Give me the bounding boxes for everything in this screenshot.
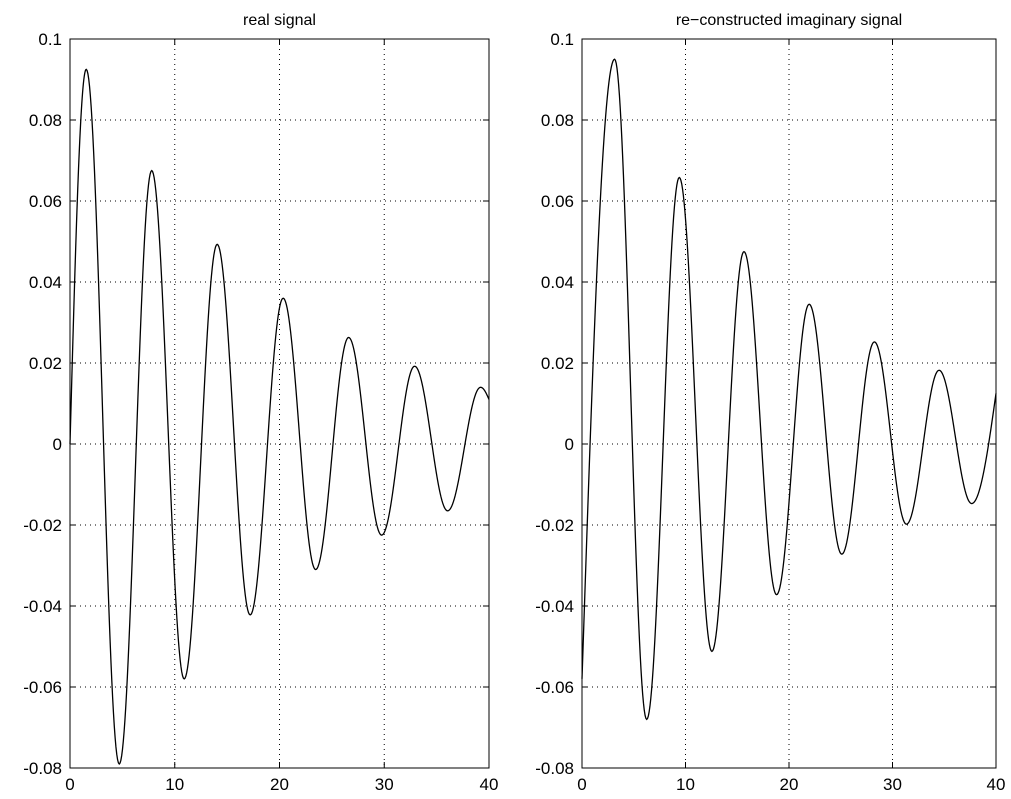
- y-tick-label: 0.06: [541, 192, 574, 211]
- chart-title: real signal: [243, 12, 316, 29]
- y-tick-label: 0.1: [38, 30, 62, 49]
- x-tick-label: 10: [676, 775, 695, 794]
- plot-area: [582, 39, 996, 768]
- y-tick-label: 0: [565, 435, 574, 454]
- y-tick-label: 0.04: [29, 273, 62, 292]
- y-tick-label: -0.02: [23, 516, 62, 535]
- series-line: [69, 68, 490, 765]
- y-tick-label: -0.04: [23, 597, 62, 616]
- x-tick-label: 10: [165, 775, 184, 794]
- y-tick-label: 0.1: [550, 30, 574, 49]
- x-tick-label: 40: [480, 775, 499, 794]
- y-tick-label: -0.04: [535, 597, 574, 616]
- x-tick-label: 20: [270, 775, 289, 794]
- y-tick-label: -0.02: [535, 516, 574, 535]
- y-tick-label: 0.02: [29, 354, 62, 373]
- x-tick-label: 0: [577, 775, 586, 794]
- plot-area: [70, 39, 489, 768]
- x-tick-label: 30: [883, 775, 902, 794]
- y-tick-label: 0.06: [29, 192, 62, 211]
- y-tick-label: 0.08: [29, 111, 62, 130]
- y-tick-label: -0.08: [23, 759, 62, 778]
- x-tick-label: 30: [375, 775, 394, 794]
- y-tick-label: 0: [53, 435, 62, 454]
- chart-real-signal: 0 10 20 30 40 -0.08 -0.06 -0.04 -0.02 0 0.02 0.04 0.…: [23, 12, 498, 794]
- x-tick-label: 0: [65, 775, 74, 794]
- y-tick-label: 0.02: [541, 354, 574, 373]
- y-tick-label: 0.04: [541, 273, 574, 292]
- y-tick-label: -0.08: [535, 759, 574, 778]
- chart-reconstructed-imaginary-signal: 0 10 20 30 40 -0.08 -0.06 -0.04 -0.02 0 0.02 0.04 0.…: [535, 12, 1005, 794]
- x-tick-label: 20: [780, 775, 799, 794]
- series-line: [581, 58, 997, 721]
- y-tick-label: -0.06: [535, 678, 574, 697]
- y-tick-label: 0.08: [541, 111, 574, 130]
- x-tick-label: 40: [987, 775, 1006, 794]
- chart-title: re−constructed imaginary signal: [676, 12, 902, 29]
- y-tick-label: -0.06: [23, 678, 62, 697]
